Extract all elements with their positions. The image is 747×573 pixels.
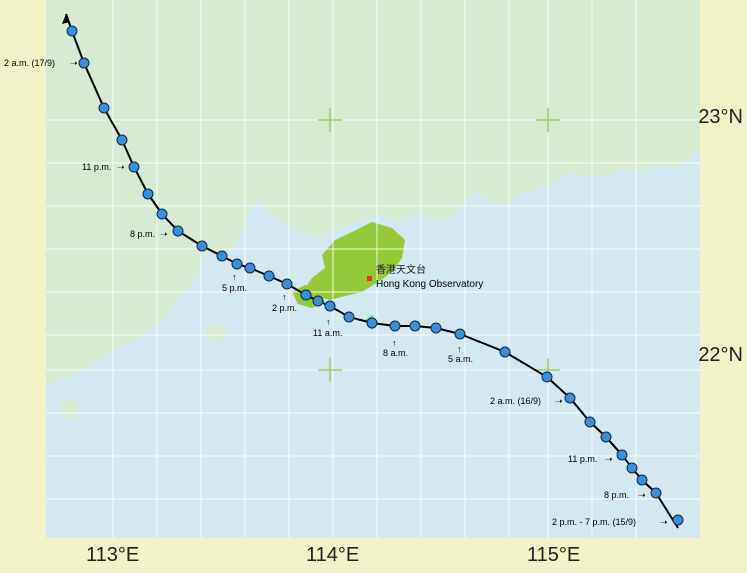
time-label: 2 a.m. (16/9) xyxy=(490,396,541,406)
track-point xyxy=(98,102,110,114)
time-label: 2 p.m. - 7 p.m. (15/9) xyxy=(552,517,636,527)
track-point xyxy=(231,258,243,270)
track-point xyxy=(128,161,140,173)
track-point xyxy=(584,416,596,428)
track-point xyxy=(300,289,312,301)
hong-kong-territory xyxy=(305,222,405,300)
arrow-up-icon: ↑ xyxy=(326,317,331,327)
latitude-label-22n: 22°N xyxy=(698,344,743,366)
track-point xyxy=(263,270,275,282)
track-point xyxy=(636,474,648,486)
time-label: 8 p.m. xyxy=(130,229,155,239)
latitude-label-23n: 23°N xyxy=(698,106,743,128)
arrow-up-icon: ↑ xyxy=(282,292,287,302)
track-markers xyxy=(66,25,684,526)
arrow-up-icon: ↑ xyxy=(232,272,237,282)
track-point xyxy=(430,322,442,334)
mainland-land xyxy=(46,0,700,385)
arrow-right-icon: ➝ xyxy=(555,396,563,406)
track-point xyxy=(66,25,78,37)
track-point xyxy=(409,320,421,332)
observatory-chinese-label: 香港天文台 xyxy=(376,263,426,276)
track-point xyxy=(564,392,576,404)
longitude-label-114e: 114°E xyxy=(306,544,360,566)
time-labels: 2 a.m. (17/9) ➝ 11 p.m. ➝ 8 p.m. ➝ ↑ 5 p… xyxy=(4,58,668,527)
track-point xyxy=(499,346,511,358)
track-point xyxy=(172,225,184,237)
arrow-right-icon: ➝ xyxy=(160,229,168,239)
track-point xyxy=(541,371,553,383)
arrow-right-icon: ➝ xyxy=(117,162,125,172)
track-point xyxy=(454,328,466,340)
time-label: 11 p.m. xyxy=(568,454,597,464)
track-point xyxy=(156,208,168,220)
track-point xyxy=(324,300,336,312)
time-label: 2 a.m. (17/9) xyxy=(4,58,55,68)
time-label: 11 p.m. xyxy=(82,162,111,172)
track-point xyxy=(600,431,612,443)
track-point xyxy=(366,317,378,329)
grid-lines xyxy=(46,0,700,538)
arrow-right-icon: ➝ xyxy=(660,517,668,527)
arrow-right-icon: ➝ xyxy=(605,454,613,464)
track-point xyxy=(650,487,662,499)
time-label: 5 p.m. xyxy=(222,283,247,293)
track-point xyxy=(116,134,128,146)
arrow-right-icon: ➝ xyxy=(70,58,78,68)
track-point xyxy=(672,514,684,526)
longitude-label-115e: 115°E xyxy=(527,544,581,566)
time-label: 8 a.m. xyxy=(383,348,408,358)
time-label: 8 p.m. xyxy=(604,490,629,500)
degree-crosses xyxy=(318,108,560,382)
island-west-2 xyxy=(205,322,228,342)
observatory-english-label: Hong Kong Observatory xyxy=(376,279,483,290)
arrow-right-icon: ➝ xyxy=(638,490,646,500)
time-label: 5 a.m. xyxy=(448,354,473,364)
track-point xyxy=(312,295,324,307)
arrow-up-icon: ↑ xyxy=(392,338,397,348)
track-point xyxy=(244,262,256,274)
arrow-up-icon: ↑ xyxy=(457,344,462,354)
typhoon-track-line xyxy=(65,13,679,529)
track-point xyxy=(626,462,638,474)
time-label: 2 p.m. xyxy=(272,303,297,313)
track-point xyxy=(216,250,228,262)
longitude-label-113e: 113°E xyxy=(86,544,140,566)
track-point xyxy=(142,188,154,200)
track-point xyxy=(343,311,355,323)
island-west xyxy=(60,398,80,420)
track-point xyxy=(78,57,90,69)
track-point xyxy=(196,240,208,252)
time-label: 11 a.m. xyxy=(313,328,342,338)
track-point xyxy=(389,320,401,332)
track-point xyxy=(616,449,628,461)
observatory-marker xyxy=(367,276,372,281)
track-point xyxy=(281,278,293,290)
track-arrow-head xyxy=(62,14,70,24)
